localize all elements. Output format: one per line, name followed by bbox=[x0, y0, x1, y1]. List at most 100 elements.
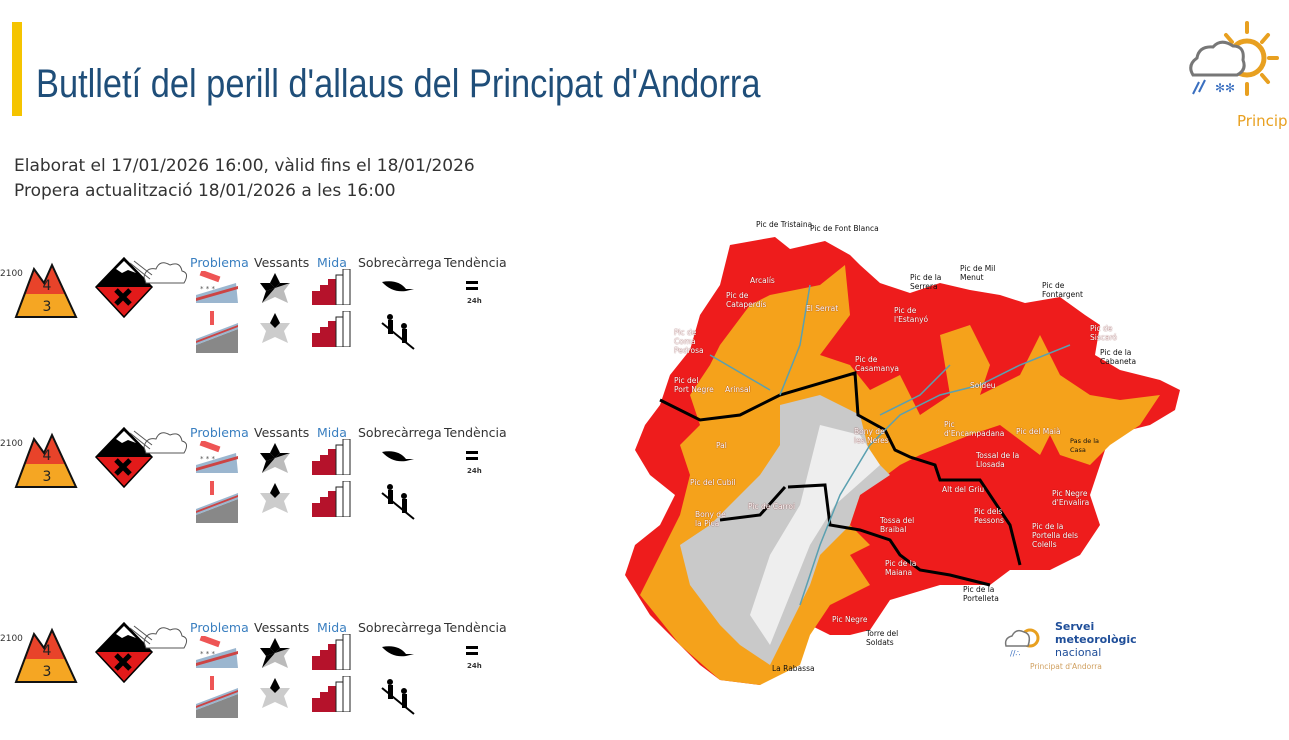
svg-text:* * *: * * * bbox=[200, 455, 215, 463]
light-load-feather-icon bbox=[382, 281, 414, 292]
danger-level-icon: 4 3 bbox=[14, 627, 78, 683]
header-problema: Problema bbox=[190, 425, 249, 440]
map-label: Pic de Tristaina bbox=[756, 220, 813, 229]
map-label: Pic de la Maiana bbox=[885, 559, 917, 577]
map-label: Pic dels Pessons bbox=[974, 507, 1004, 525]
zone-row: 2100 4 3 Problema Vessants Mida Sobrecàr… bbox=[0, 620, 520, 740]
altitude-label: 2100 bbox=[0, 439, 23, 449]
map-logo-icon: //∴ bbox=[1004, 628, 1040, 658]
danger-upper: 4 bbox=[43, 448, 52, 464]
map-label: Pic de Casamanya bbox=[855, 355, 900, 373]
aspect-rose-icon-1 bbox=[260, 273, 290, 303]
header-problema: Problema bbox=[190, 620, 249, 635]
map-label: El Serrat bbox=[806, 304, 839, 313]
logo-line3: nacional bbox=[1055, 646, 1102, 659]
svg-text:✻✻: ✻✻ bbox=[1215, 81, 1235, 95]
danger-lower: 3 bbox=[43, 469, 52, 485]
trend-stable-icon bbox=[466, 281, 478, 284]
map-label: Pic del Port Negre bbox=[674, 376, 714, 394]
heavy-load-skiers-icon bbox=[381, 314, 415, 350]
svg-text:* * *: * * * bbox=[200, 285, 215, 293]
header-mida: Mida bbox=[317, 620, 347, 635]
map-label: Pal bbox=[716, 441, 727, 450]
altitude-label: 2100 bbox=[0, 269, 23, 279]
wind-slab-problem-icon: * * * bbox=[196, 271, 238, 303]
header-vessants: Vessants bbox=[254, 425, 310, 440]
issued-text: Elaborat el 17/01/2026 16:00, vàlid fins… bbox=[14, 156, 475, 176]
avalanche-type-icon bbox=[94, 621, 188, 684]
trend-period: 24h bbox=[467, 297, 482, 305]
header-problema: Problema bbox=[190, 255, 249, 270]
avalanche-size-icon-1 bbox=[312, 634, 351, 670]
avalanche-danger-map bbox=[625, 237, 1180, 685]
map-label: Pic de Cataperdís bbox=[726, 291, 767, 309]
svg-text:* * *: * * * bbox=[200, 650, 215, 658]
map-label: Pic de Font Blanca bbox=[810, 224, 879, 233]
avalanche-type-icon bbox=[94, 426, 188, 489]
map-label: Arcalís bbox=[750, 276, 775, 285]
map-label: Tossal de la Llosada bbox=[976, 451, 1020, 469]
logo-caption: Princip bbox=[1237, 112, 1288, 130]
map-label: Pic del Cubil bbox=[690, 478, 736, 487]
avalanche-type-icon bbox=[94, 256, 188, 319]
weather-service-logo: ✻✻ bbox=[1189, 21, 1279, 96]
trend-period: 24h bbox=[467, 662, 482, 670]
map-label: Tossa del Braibal bbox=[880, 516, 915, 534]
logo-line2: meteorològic bbox=[1055, 633, 1137, 646]
avalanche-size-icon-2 bbox=[312, 311, 351, 347]
aspect-rose-icon-1 bbox=[260, 638, 290, 668]
danger-lower: 3 bbox=[43, 664, 52, 680]
aspect-rose-icon-2 bbox=[260, 678, 290, 708]
header-sobrecarrega: Sobrecàrrega bbox=[358, 620, 442, 635]
header-tendencia: Tendència bbox=[444, 620, 507, 635]
map-label: Pic de l'Estanyó bbox=[894, 306, 929, 324]
persistent-weak-layer-icon bbox=[196, 676, 238, 718]
map-label: Pic Negre d'Envalira bbox=[1052, 489, 1090, 507]
map-label: Alt del Griu bbox=[942, 485, 985, 494]
danger-level-icon: 4 3 bbox=[14, 262, 78, 318]
zone-row: 2100 4 3 Problema Vessants Mida Sobrecàr… bbox=[0, 425, 520, 545]
map-label: Pic d'Encampadana bbox=[944, 420, 1005, 438]
map-label: La Rabassa bbox=[772, 664, 815, 673]
logo-line1: Servei bbox=[1055, 620, 1095, 633]
avalanche-size-icon-1 bbox=[312, 439, 351, 475]
danger-upper: 4 bbox=[43, 643, 52, 659]
map-label: Bony de les Neres bbox=[854, 427, 889, 445]
header-tendencia: Tendència bbox=[444, 255, 507, 270]
parish-borders bbox=[659, 371, 1022, 587]
map-label: Pic de la Portella dels Colells bbox=[1032, 522, 1078, 549]
rivers bbox=[709, 284, 1071, 606]
map-label: Pic de Siscaró bbox=[1090, 324, 1117, 342]
danger-lower: 3 bbox=[43, 299, 52, 315]
heavy-load-skiers-icon bbox=[381, 679, 415, 715]
trend-stable-icon bbox=[466, 646, 478, 649]
map-label: Pic de la Portelleta bbox=[963, 585, 999, 603]
trend-period: 24h bbox=[467, 467, 482, 475]
danger-level-icon: 4 3 bbox=[14, 432, 78, 488]
trend-stable-icon bbox=[466, 451, 478, 454]
map-label: Soldeu bbox=[970, 381, 996, 390]
persistent-weak-layer-icon bbox=[196, 311, 238, 353]
map-label: Pic de Mil Menut bbox=[960, 264, 996, 282]
header-sobrecarrega: Sobrecàrrega bbox=[358, 425, 442, 440]
map-label: Arinsal bbox=[725, 385, 751, 394]
header-mida: Mida bbox=[317, 255, 347, 270]
avalanche-size-icon-2 bbox=[312, 676, 351, 712]
zone-row: 2100 4 3 Problema Vessants Mida Sobrecàr… bbox=[0, 255, 520, 375]
light-load-feather-icon bbox=[382, 451, 414, 462]
danger-upper: 4 bbox=[43, 278, 52, 294]
persistent-weak-layer-icon bbox=[196, 481, 238, 523]
wind-slab-problem-icon: * * * bbox=[196, 636, 238, 668]
map-label: Pic del Maià bbox=[1016, 427, 1061, 436]
aspect-rose-icon-1 bbox=[260, 443, 290, 473]
page-title: Butlletí del perill d'allaus del Princip… bbox=[36, 62, 761, 106]
header-tendencia: Tendència bbox=[444, 425, 507, 440]
map-label: Pic de Fontargent bbox=[1042, 281, 1083, 299]
svg-text://∴: //∴ bbox=[1010, 649, 1020, 658]
header-vessants: Vessants bbox=[254, 255, 310, 270]
map-label: Pic de la Serrera bbox=[910, 273, 942, 291]
heavy-load-skiers-icon bbox=[381, 484, 415, 520]
map-logo-subtitle: Principat d'Andorra bbox=[1030, 662, 1102, 671]
map-label: Pic de Carroi bbox=[748, 502, 796, 511]
map-label: Pas de la Casa bbox=[1070, 437, 1100, 454]
